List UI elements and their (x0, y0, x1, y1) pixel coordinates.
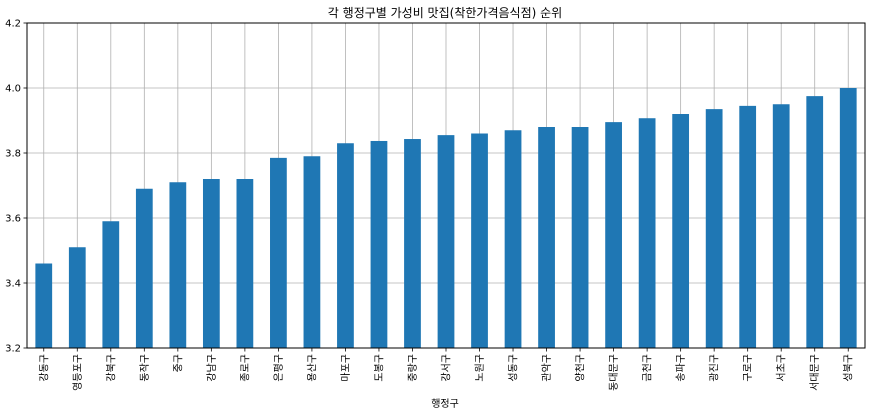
x-tick-label: 강북구 (105, 354, 117, 382)
x-tick-label: 성동구 (508, 354, 520, 382)
y-tick-label: 3.8 (5, 149, 21, 160)
bar (303, 156, 321, 348)
bars (35, 88, 857, 348)
bar (169, 182, 187, 348)
y-tick-label: 3.2 (5, 344, 21, 355)
x-tick-label: 종로구 (239, 354, 251, 382)
x-tick-label: 강남구 (206, 354, 218, 382)
x-tick-label: 서대문구 (809, 354, 821, 391)
x-tick-label: 중구 (172, 354, 184, 372)
chart-title: 각 행정구별 가성비 맛집(착한가격음식점) 순위 (328, 5, 562, 20)
x-axis-ticks: 강동구 영등포구 강북구 동작구 중구 강남구 종로구 은평구 용산구 마포구 도봉구 중랑구 강서구 노… (38, 348, 855, 391)
y-tick-label: 3.4 (5, 279, 21, 290)
bar (102, 221, 120, 348)
bar (236, 179, 254, 348)
bar (806, 96, 824, 348)
y-tick-label: 4.2 (5, 19, 21, 30)
bar (370, 140, 388, 348)
bar (672, 114, 690, 348)
y-tick-label: 4.0 (5, 84, 21, 95)
y-tick-label: 3.6 (5, 214, 21, 225)
x-tick-label: 영등포구 (72, 354, 84, 391)
bar (571, 127, 589, 348)
x-tick-label: 강서구 (441, 354, 453, 382)
x-tick-label: 도봉구 (373, 354, 385, 382)
bar (404, 139, 421, 348)
y-axis-ticks: 3.2 3.4 3.6 3.8 4.0 4.2 (5, 19, 27, 355)
x-tick-label: 동대문구 (608, 354, 620, 391)
bar (437, 135, 455, 348)
x-tick-label: 광진구 (709, 354, 721, 382)
x-tick-label: 송파구 (675, 354, 687, 382)
x-tick-label: 용산구 (306, 354, 318, 382)
bar (202, 179, 220, 348)
x-tick-label: 마포구 (340, 354, 352, 382)
x-tick-label: 노원구 (474, 354, 486, 382)
x-tick-label: 중랑구 (407, 354, 419, 382)
bar (68, 247, 86, 348)
bar (772, 104, 790, 348)
bar (739, 105, 757, 348)
bar (135, 188, 153, 348)
bar (471, 133, 488, 348)
x-tick-label: 은평구 (273, 354, 285, 382)
x-tick-label: 동작구 (139, 354, 151, 382)
bar (35, 263, 53, 348)
bar (270, 157, 287, 348)
bar (337, 143, 354, 348)
x-tick-label: 구로구 (743, 354, 754, 382)
bar (504, 130, 522, 348)
x-tick-label: 관악구 (541, 354, 553, 382)
x-tick-label: 금천구 (642, 354, 654, 382)
x-tick-label: 성북구 (843, 354, 855, 382)
x-tick-label: 서초구 (776, 354, 788, 382)
bar (705, 109, 723, 348)
x-tick-label: 양천구 (575, 354, 587, 382)
bar (605, 122, 622, 348)
bar (538, 127, 555, 348)
bar (839, 88, 857, 348)
x-axis-label: 행정구 (431, 398, 459, 410)
x-tick-label: 강동구 (38, 354, 50, 382)
bar (638, 118, 656, 348)
